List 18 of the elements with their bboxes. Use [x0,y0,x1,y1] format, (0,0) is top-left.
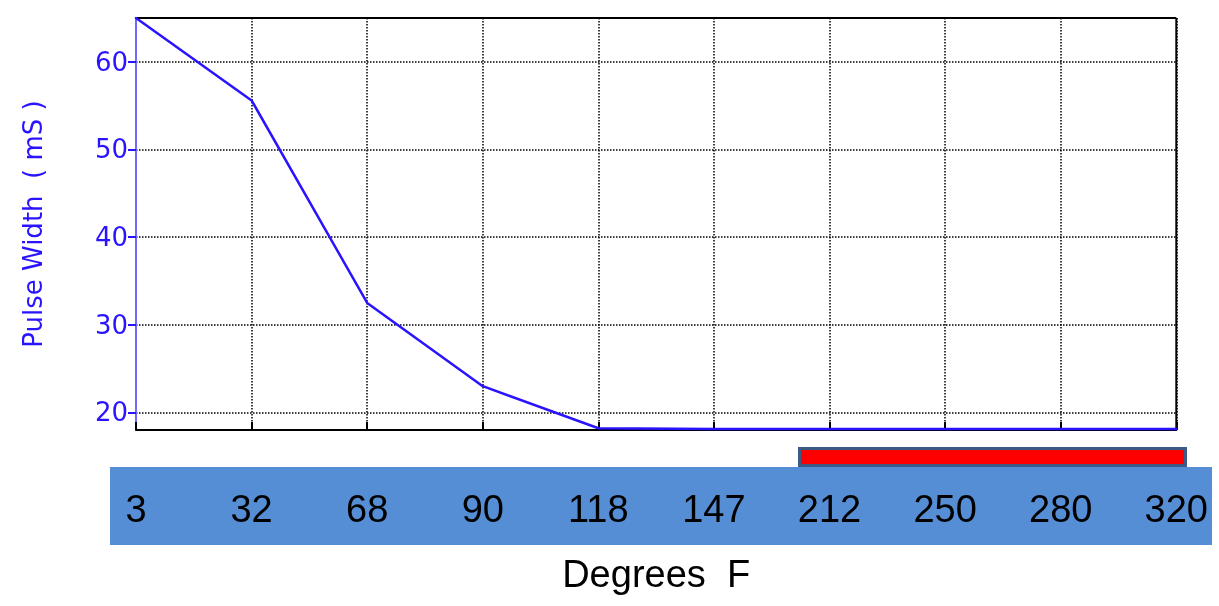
x-tick-label: 90 [461,488,504,530]
x-tick-label: 118 [568,488,629,530]
x-tick-label: 68 [346,488,389,530]
y-axis-title: Pulse Width ( mS ) [18,100,48,348]
y-tick-label: 30 [94,309,128,340]
line-series [134,16,1178,431]
y-tick-label: 40 [94,222,128,253]
x-tick-label: 280 [1029,488,1093,530]
x-tick-label: 212 [797,488,862,530]
y-tick-label: 50 [94,134,128,165]
y-tick-label: 20 [94,397,128,428]
x-axis-title: Degrees F [562,553,751,595]
x-tick-label: 320 [1144,488,1208,530]
x-tick-label: 3 [125,488,147,530]
x-tick-label: 250 [913,488,977,530]
x-tick-label: 32 [230,488,273,530]
y-tick-label: 60 [94,46,128,77]
x-tick-label: 147 [682,488,746,530]
